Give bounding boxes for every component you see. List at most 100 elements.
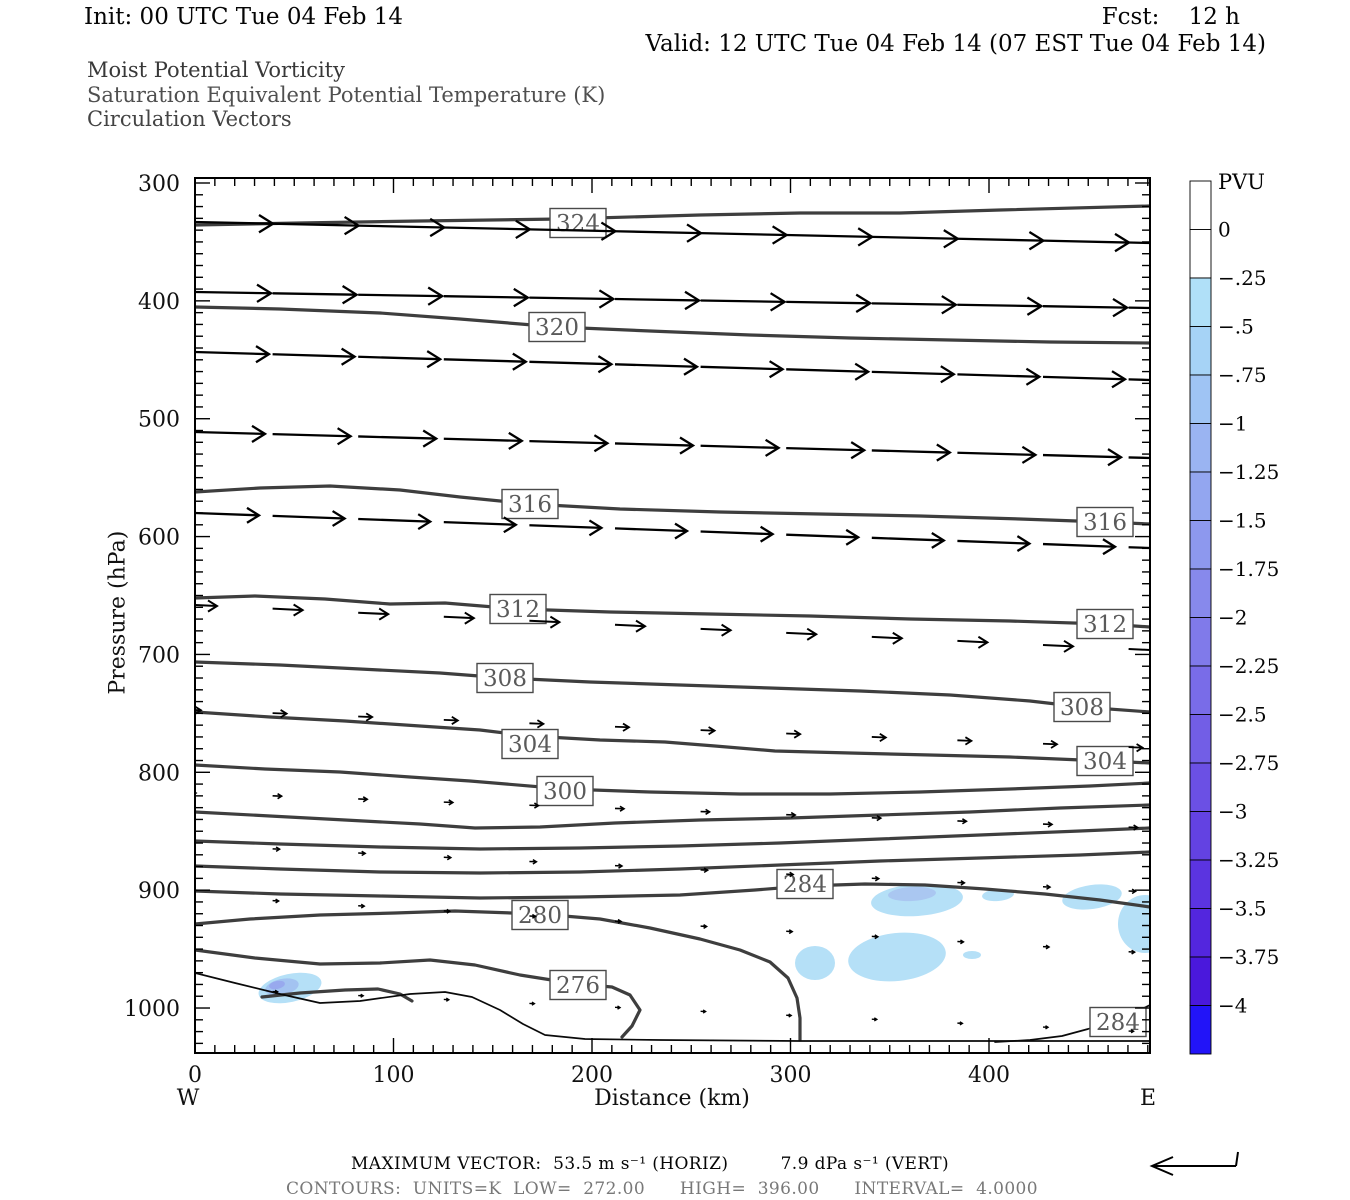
contour-label-box (1076, 506, 1134, 538)
contour-label-box (536, 775, 594, 807)
vector-head (855, 293, 873, 313)
vector-head (445, 997, 451, 1002)
vector-shaft (871, 536, 944, 542)
vector-head (533, 802, 540, 809)
colorbar-tick-label: −1.25 (1218, 460, 1279, 484)
contour-line-288 (195, 850, 1150, 875)
init-time-label: Init: 00 UTC Tue 04 Feb 14 (84, 4, 404, 30)
vector-shaft (529, 360, 612, 366)
vector-head (280, 709, 289, 719)
vector-head (1131, 949, 1137, 955)
contour-label-box (528, 311, 586, 343)
contour-line-312 (195, 594, 1150, 629)
vector-head (789, 871, 795, 878)
circulation-vectors (190, 214, 1150, 1034)
vector-shaft (700, 365, 783, 371)
colorbar-tick-label: −3.25 (1218, 848, 1279, 872)
vector-head (190, 986, 193, 989)
vector-head (1045, 944, 1051, 950)
vector-shaft (614, 527, 688, 533)
vector-head (876, 814, 883, 822)
tick-labels: 0 100 200 300 400 300 400 500 600 700 800 900 1000 (124, 172, 1010, 1088)
axis-ticks (194, 178, 1150, 1053)
vector-shaft (786, 233, 873, 239)
contour-label-text: 304 (508, 732, 552, 758)
vector-head (274, 989, 279, 994)
colorbar-segment (1189, 568, 1212, 618)
vector-shaft (1042, 542, 1116, 548)
vector-head (1050, 739, 1059, 749)
contour-label-text: 300 (543, 779, 587, 805)
vector-head (874, 934, 880, 940)
vector-shaft (957, 639, 988, 644)
vector-shaft (358, 224, 445, 229)
vector-shaft (871, 302, 956, 306)
contour-label-text: 304 (1083, 749, 1127, 775)
colorbar-segment (1189, 326, 1212, 376)
vector-shaft (358, 435, 437, 440)
vector-head (622, 722, 631, 732)
vector-head (960, 939, 965, 945)
vector-head (703, 924, 709, 930)
contour-line-276 (195, 948, 642, 1039)
colorbar-tick-label: −3.75 (1218, 945, 1279, 969)
y-tick-label: 400 (138, 290, 180, 315)
colorbar-segment (1189, 811, 1212, 861)
vector-head (1026, 296, 1044, 316)
pv-shade-blob (1118, 895, 1150, 953)
colorbar-tick-label: −1.5 (1218, 509, 1267, 533)
pvu-colorbar: PVU 0 −.25 −.5 −.75 −1 −1.25 −1.5 −1.75 −2 −2.25 −2… (1189, 170, 1279, 1055)
y-tick-label: 600 (138, 526, 180, 551)
vector-shaft (871, 449, 950, 454)
vector-head (1130, 1029, 1135, 1034)
vector-head (1025, 367, 1042, 386)
vector-shaft (700, 444, 779, 450)
vector-shaft (1042, 453, 1122, 459)
colorbar-tick-label: −.75 (1218, 363, 1267, 387)
vector-head (708, 726, 717, 736)
vector-head (255, 345, 272, 364)
vector-head (788, 1013, 793, 1018)
vector-head (362, 796, 369, 803)
contour-label-box (1076, 608, 1134, 640)
vector-head (598, 289, 616, 309)
contours-info-label: CONTOURS: UNITS=K LOW= 272.00 HIGH= 396.… (286, 1179, 1038, 1199)
vector-head (532, 913, 537, 919)
colorbar-segment (1189, 762, 1212, 812)
vector-head (931, 532, 946, 549)
vector-head (427, 286, 445, 306)
vector-shaft (272, 514, 345, 520)
contour-label-text: 312 (496, 597, 540, 623)
west-label: W (176, 1086, 200, 1111)
vector-head (845, 528, 861, 546)
colorbar-segment (1189, 520, 1212, 570)
vector-head (721, 623, 733, 637)
vector-shaft (195, 709, 202, 712)
vector-shaft (614, 230, 702, 235)
contour-label-box (511, 899, 569, 931)
vector-shaft (1128, 746, 1143, 749)
vector-shaft (529, 228, 616, 233)
colorbar-segment (1189, 423, 1212, 473)
contour-label-text: 308 (483, 666, 527, 692)
x-tick-label: 300 (770, 1063, 812, 1088)
vector-head (1102, 538, 1118, 556)
vector-head (705, 808, 712, 816)
vector-head (549, 615, 562, 629)
contour-label-box (476, 662, 534, 694)
vector-shaft (871, 370, 954, 376)
vector-shaft (957, 373, 1040, 378)
contour-label-text: 276 (556, 973, 600, 999)
colorbar-tick-label: 0 (1218, 218, 1231, 242)
vector-head (1136, 743, 1145, 753)
vector-shaft (957, 739, 972, 742)
vector-head (417, 513, 433, 531)
vector-shaft (195, 220, 274, 225)
vector-head (964, 736, 974, 746)
east-label: E (1139, 1086, 1157, 1111)
vector-head (293, 603, 305, 617)
vector-shaft (443, 437, 522, 443)
colorbar-segment (1189, 908, 1212, 958)
vector-head (617, 1005, 622, 1010)
vector-shaft (614, 297, 700, 302)
